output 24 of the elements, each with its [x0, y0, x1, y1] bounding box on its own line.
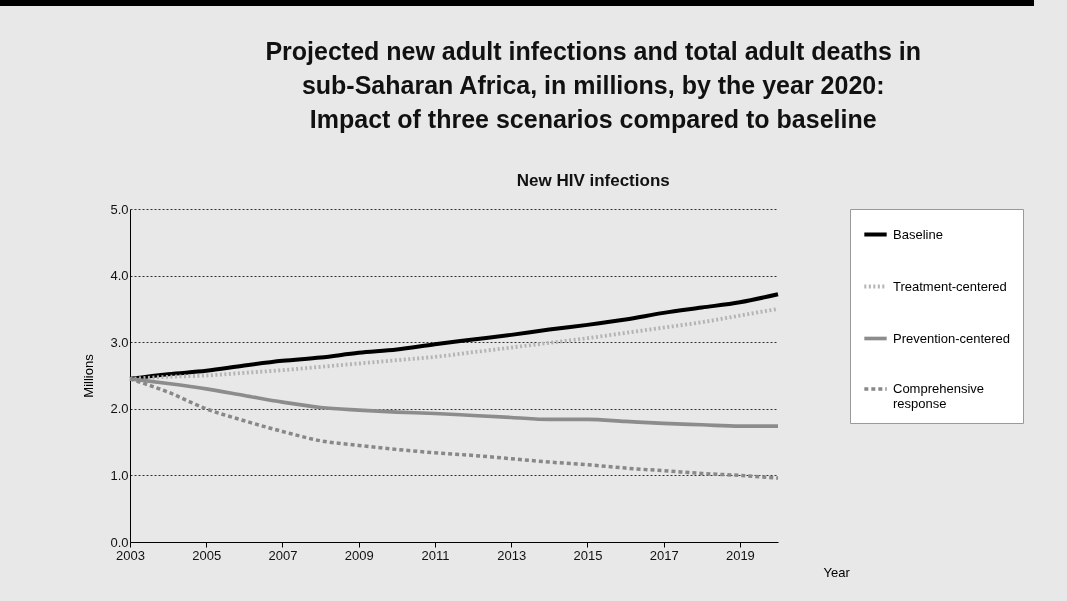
- x-tick-label: 2015: [573, 547, 603, 563]
- y-axis-title: Millions: [81, 353, 97, 398]
- x-tick-label: 2007: [268, 547, 298, 563]
- y-tick-label: 4.0: [110, 268, 129, 284]
- line-series: [128, 377, 780, 480]
- x-tick-label: 2005: [192, 547, 222, 563]
- x-tick-label: 2003: [116, 547, 145, 563]
- legend-label: Treatment-centered: [893, 278, 1007, 294]
- y-tick-label: 0.0: [110, 534, 129, 550]
- y-tick-label: 2.0: [110, 401, 129, 417]
- y-tick-label: 3.0: [110, 334, 129, 350]
- legend-label: Prevention-centered: [893, 330, 1011, 346]
- legend-label: Comprehensive response: [893, 381, 985, 411]
- x-tick-label: 2011: [421, 547, 450, 563]
- chart-title: Projected new adult infections and total adult deaths in sub-Saharan Africa, in millions, by the year 2020: Impact of three scenarios compared to baseline: [265, 37, 922, 133]
- x-tick-label: 2013: [497, 547, 527, 563]
- chart-subtitle: New HIV infections: [516, 171, 670, 190]
- x-tick-label: 2017: [649, 547, 679, 563]
- y-tick-label: 5.0: [110, 201, 129, 217]
- x-tick-label: 2019: [725, 547, 755, 563]
- x-tick-label: 2009: [344, 547, 374, 563]
- y-tick-label: 1.0: [110, 467, 129, 483]
- x-axis-title: Year: [823, 564, 851, 580]
- legend-label: Baseline: [893, 226, 943, 242]
